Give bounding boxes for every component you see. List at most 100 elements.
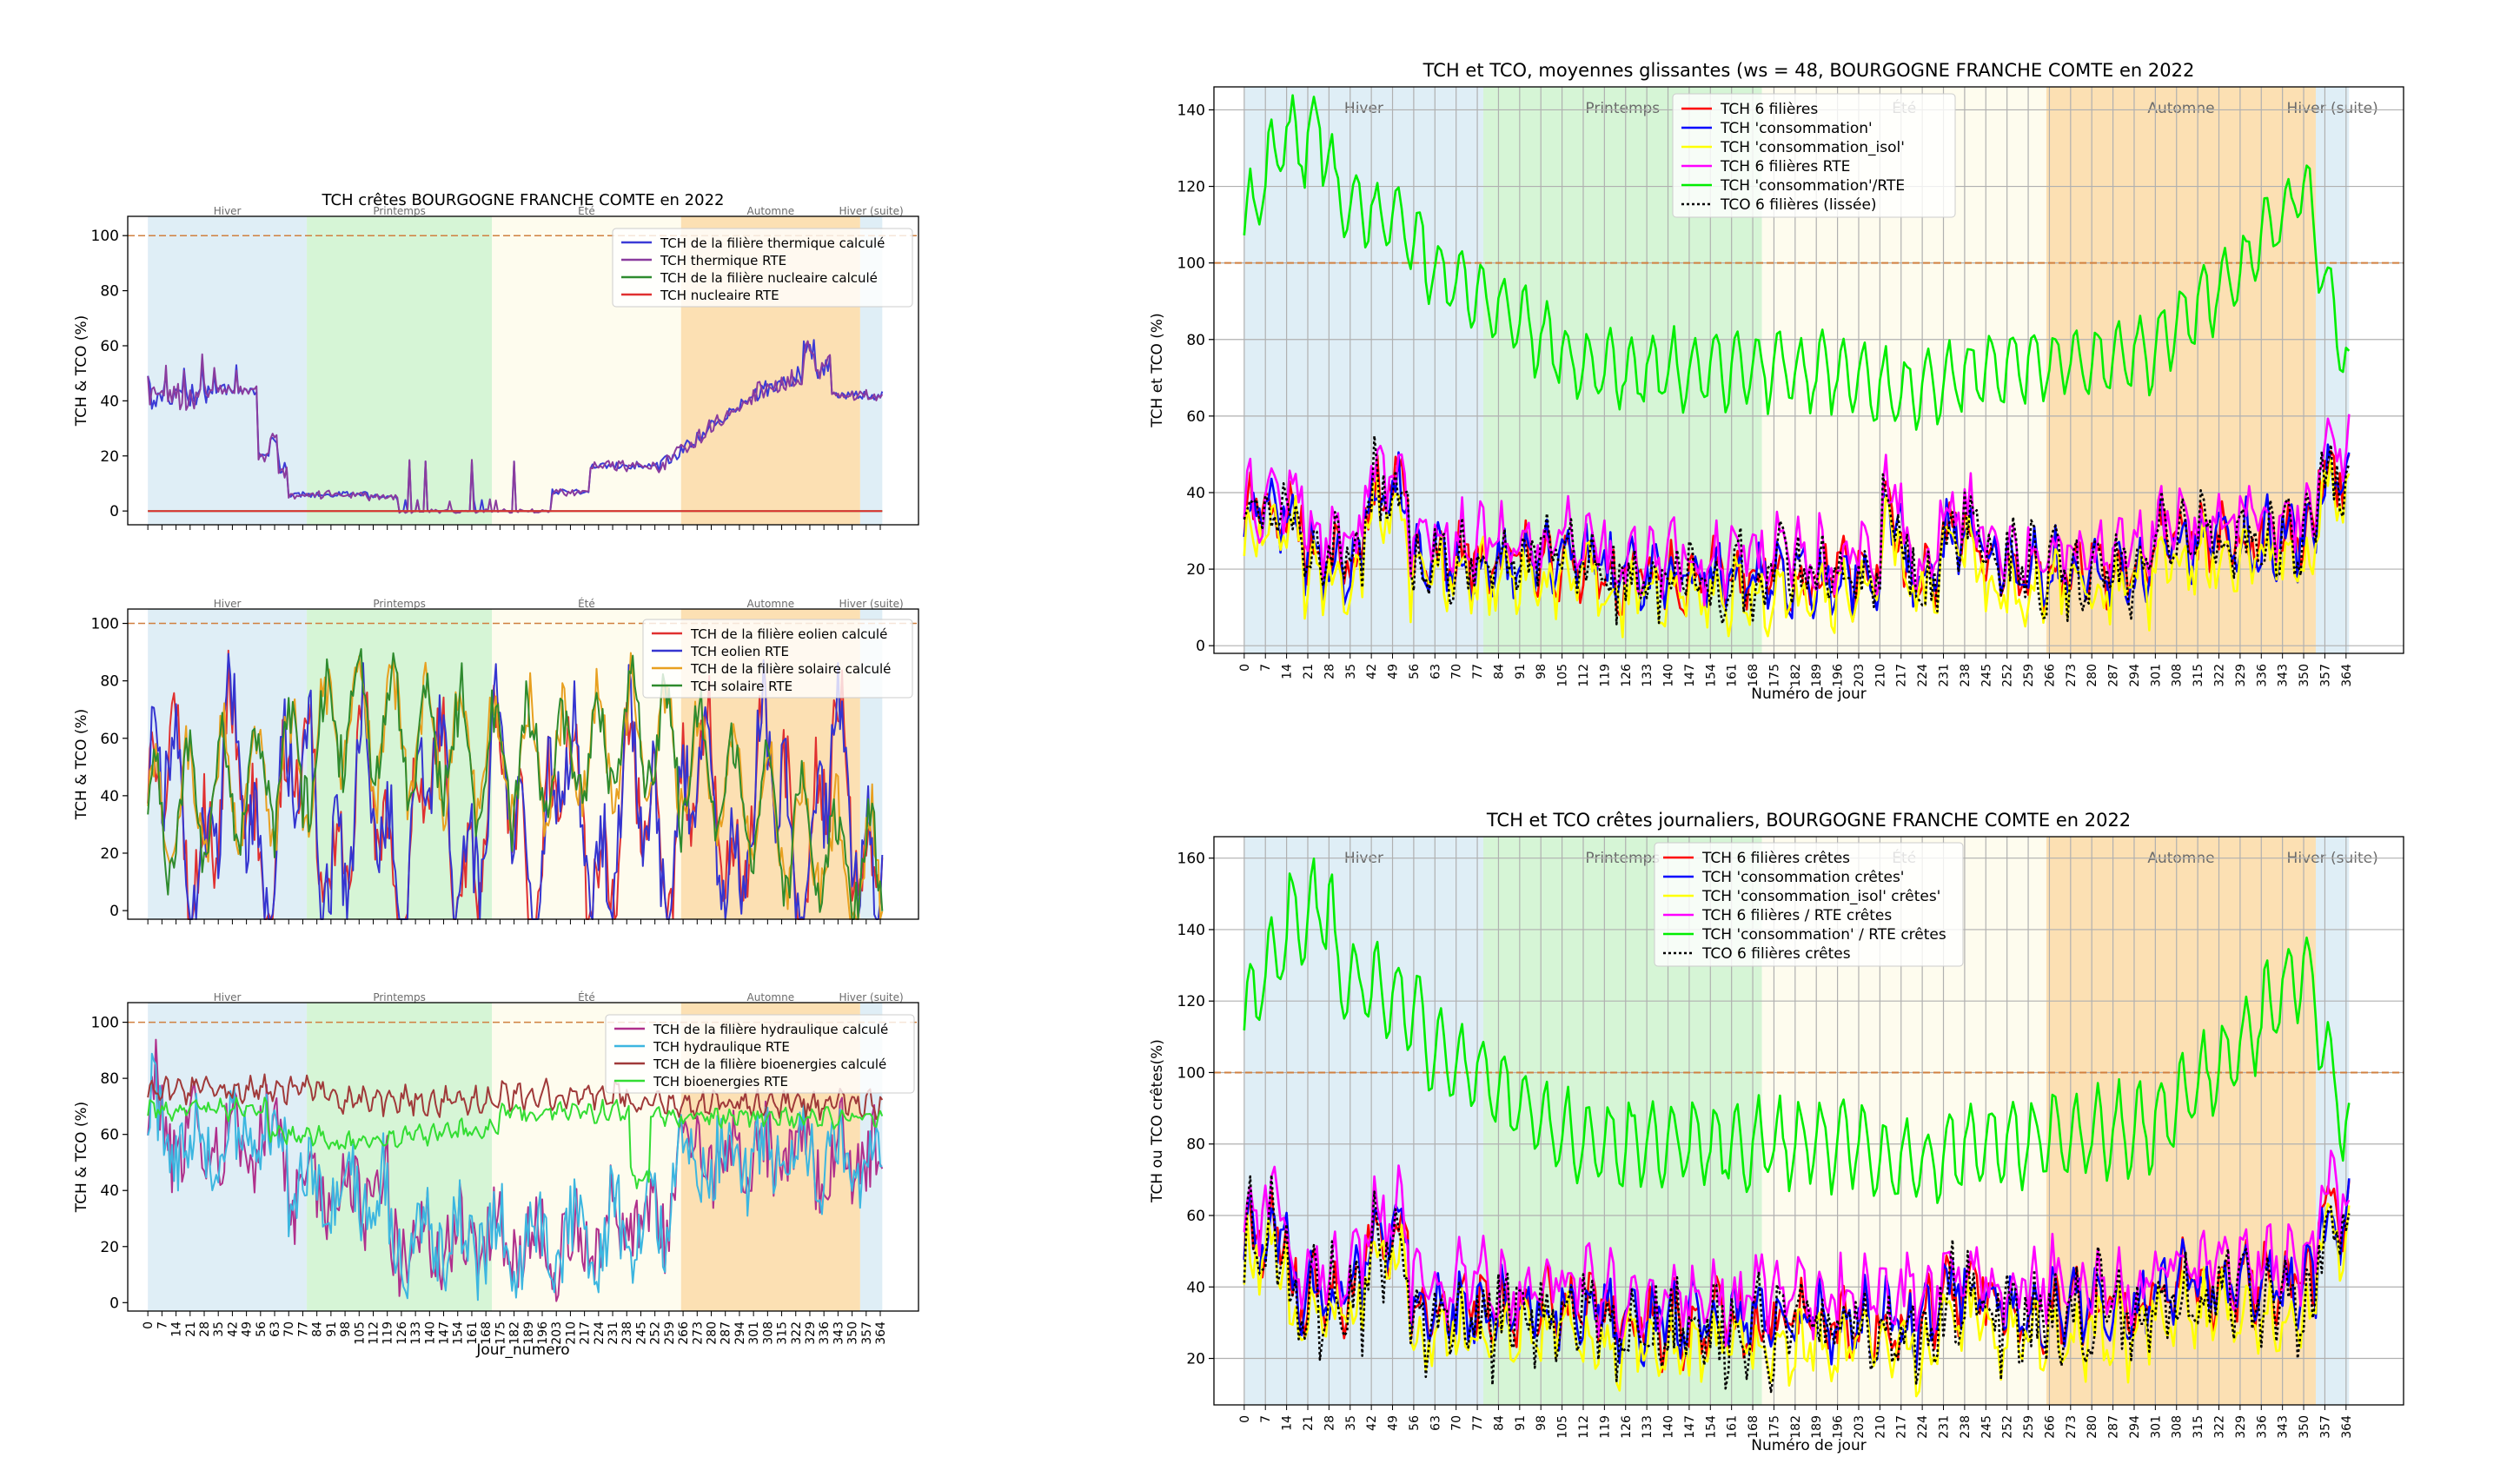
x-tick-label: 14 [1281, 664, 1295, 679]
legend-box [1654, 842, 1964, 967]
x-tick-label: 336 [2255, 1415, 2269, 1439]
season-label: Printemps [373, 205, 426, 217]
y-tick-label: 140 [1177, 102, 1205, 119]
y-tick-label: 40 [100, 788, 119, 805]
y-tick-label: 80 [1186, 1136, 1205, 1154]
x-tick-label: 0 [142, 1321, 156, 1329]
x-tick-label: 350 [2298, 664, 2311, 687]
x-tick-label: 119 [1598, 1415, 1612, 1439]
y-axis-label: TCH et TCO (%) [1149, 313, 1166, 427]
x-axis-label: Numéro de jour [1751, 686, 1866, 703]
x-tick-label: 322 [2213, 1415, 2227, 1439]
y-tick-label: 0 [109, 903, 119, 920]
x-tick-label: 224 [1916, 1415, 1930, 1439]
y-tick-label: 0 [1196, 638, 1205, 655]
plot-frame [127, 608, 919, 920]
season-label: Automne [747, 598, 795, 610]
x-tick-label: 294 [2128, 664, 2142, 687]
chart-title: TCH et TCO, moyennes glissantes (ws = 48… [1422, 60, 2195, 81]
x-tick-label: 231 [1938, 1415, 1952, 1439]
x-tick-label: 105 [353, 1321, 367, 1345]
x-tick-label: 259 [2022, 664, 2036, 687]
x-tick-label: 322 [790, 1321, 804, 1345]
plot-frame [1213, 86, 2404, 654]
x-tick-label: 189 [1810, 664, 1824, 687]
y-tick-label: 160 [1177, 851, 1205, 868]
x-tick-label: 0 [1238, 1415, 1252, 1423]
season-band [148, 216, 308, 525]
x-tick-label: 224 [1916, 664, 1930, 687]
x-tick-label: 140 [423, 1321, 437, 1345]
x-tick-label: 350 [2298, 1415, 2311, 1439]
y-tick-label: 140 [1177, 922, 1205, 939]
y-tick-label: 80 [100, 1070, 119, 1088]
x-tick-label: 301 [747, 1321, 761, 1345]
x-tick-label: 154 [1704, 1415, 1718, 1439]
x-tick-label: 308 [2171, 664, 2185, 687]
y-tick-label: 40 [100, 393, 119, 410]
x-tick-label: 126 [1620, 1415, 1634, 1439]
plot-frame [127, 1002, 919, 1312]
x-tick-label: 21 [1302, 1415, 1316, 1431]
y-tick-label: 40 [1186, 485, 1205, 502]
x-tick-label: 133 [409, 1321, 423, 1345]
legend-label: TCH 'consommation crêtes' [1701, 869, 1904, 886]
y-tick-label: 100 [91, 1015, 119, 1032]
x-tick-label: 161 [1726, 664, 1740, 687]
x-tick-label: 91 [1514, 1415, 1528, 1431]
x-tick-label: 266 [677, 1321, 691, 1345]
x-tick-label: 175 [1767, 664, 1781, 687]
x-tick-label: 252 [2001, 1415, 2015, 1439]
legend-label: TCH solaire RTE [690, 679, 792, 694]
series-line-6 [1243, 434, 2351, 626]
x-tick-label: 161 [466, 1321, 480, 1345]
legend-label: TCH 'consommation' [1720, 120, 1873, 137]
x-tick-label: 7 [156, 1321, 169, 1329]
x-tick-label: 35 [1344, 1415, 1358, 1431]
x-tick-label: 294 [733, 1321, 747, 1345]
x-tick-label: 357 [2318, 664, 2332, 687]
x-tick-label: 133 [1641, 1415, 1655, 1439]
y-tick-label: 100 [1177, 1064, 1205, 1082]
x-tick-label: 308 [2171, 1415, 2185, 1439]
x-tick-label: 315 [776, 1321, 790, 1345]
x-tick-label: 7 [1259, 1415, 1273, 1423]
x-tick-label: 84 [311, 1321, 325, 1337]
legend-box [642, 619, 913, 699]
x-tick-label: 224 [593, 1321, 607, 1345]
x-tick-label: 21 [1302, 664, 1316, 679]
y-tick-label: 100 [1177, 255, 1205, 273]
season-label: Printemps [1585, 100, 1660, 117]
x-tick-label: 238 [1959, 664, 1973, 687]
x-tick-label: 196 [1832, 664, 1846, 687]
x-tick-label: 28 [1323, 664, 1336, 679]
season-label: Hiver (suite) [839, 991, 903, 1003]
x-tick-label: 343 [832, 1321, 846, 1345]
x-tick-label: 364 [2340, 664, 2354, 687]
x-tick-label: 203 [550, 1321, 564, 1345]
legend-label: TCH 'consommation' / RTE crêtes [1701, 926, 1946, 944]
season-label: Été [578, 204, 595, 217]
x-tick-label: 182 [508, 1321, 522, 1345]
y-tick-label: 60 [100, 338, 119, 355]
y-tick-label: 80 [1186, 332, 1205, 349]
y-tick-label: 100 [91, 228, 119, 245]
x-tick-label: 154 [1704, 664, 1718, 687]
x-tick-label: 266 [2043, 664, 2057, 687]
legend-label: TCH bioenergies RTE [653, 1074, 788, 1090]
series-line-5 [1243, 857, 2351, 1204]
legend-box [612, 228, 913, 308]
x-tick-label: 56 [255, 1321, 269, 1337]
x-tick-label: 105 [1556, 664, 1570, 687]
series-line-2 [147, 1052, 883, 1301]
y-tick-label: 100 [91, 616, 119, 633]
x-tick-label: 301 [2149, 664, 2163, 687]
y-tick-label: 120 [1177, 179, 1205, 196]
legend-label: TCH de la filière eolien calculé [690, 626, 887, 642]
x-tick-label: 147 [438, 1321, 452, 1345]
x-tick-label: 28 [198, 1321, 212, 1337]
x-tick-label: 28 [1323, 1415, 1336, 1431]
x-tick-label: 203 [1853, 664, 1867, 687]
plot-frame [1213, 836, 2404, 1406]
